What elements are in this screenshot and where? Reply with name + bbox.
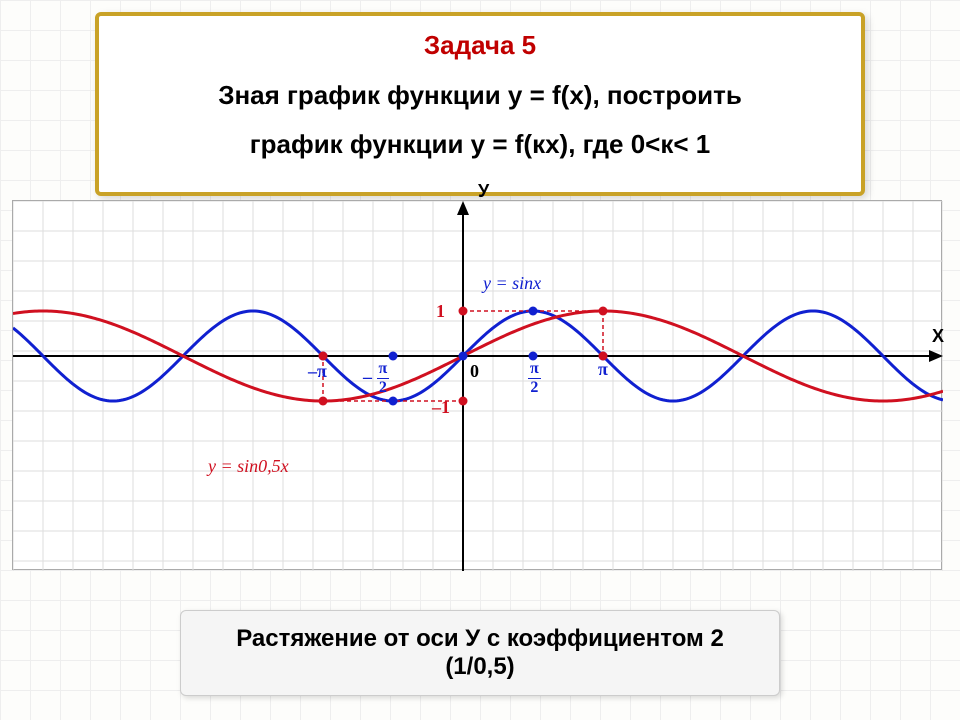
x-axis-label: Х <box>932 326 944 347</box>
caption-box: Растяжение от оси У с коэффициентом 2 (1… <box>180 610 780 696</box>
y-axis-label: У <box>478 181 489 202</box>
tick-minus-pi-half: – π2 <box>363 361 389 396</box>
tick-pi: π <box>598 359 608 380</box>
tick-minus-pi: –π <box>308 361 327 382</box>
chart-svg <box>13 201 943 571</box>
tick-minus-one: –1 <box>432 397 450 418</box>
problem-text: Зная график функции y = f(x), построить … <box>127 71 833 170</box>
function-label-sinx: y = sinx <box>483 273 541 294</box>
problem-line-1: Зная график функции y = f(x), построить <box>218 80 742 110</box>
chart-area: У Х y = sinx y = sin0,5x 0 1 –1 –π π – π… <box>12 200 942 570</box>
caption-text: Растяжение от оси У с коэффициентом 2 (1… <box>236 625 724 680</box>
function-label-sin05x: y = sin0,5x <box>208 456 289 477</box>
problem-title-box: Задача 5 Зная график функции y = f(x), п… <box>95 12 865 196</box>
tick-zero: 0 <box>470 361 479 382</box>
problem-number: Задача 5 <box>127 30 833 61</box>
tick-pi-half: π2 <box>528 361 541 396</box>
tick-one: 1 <box>436 301 445 322</box>
problem-line-2: график функции y = f(кх), где 0<к< 1 <box>250 129 710 159</box>
